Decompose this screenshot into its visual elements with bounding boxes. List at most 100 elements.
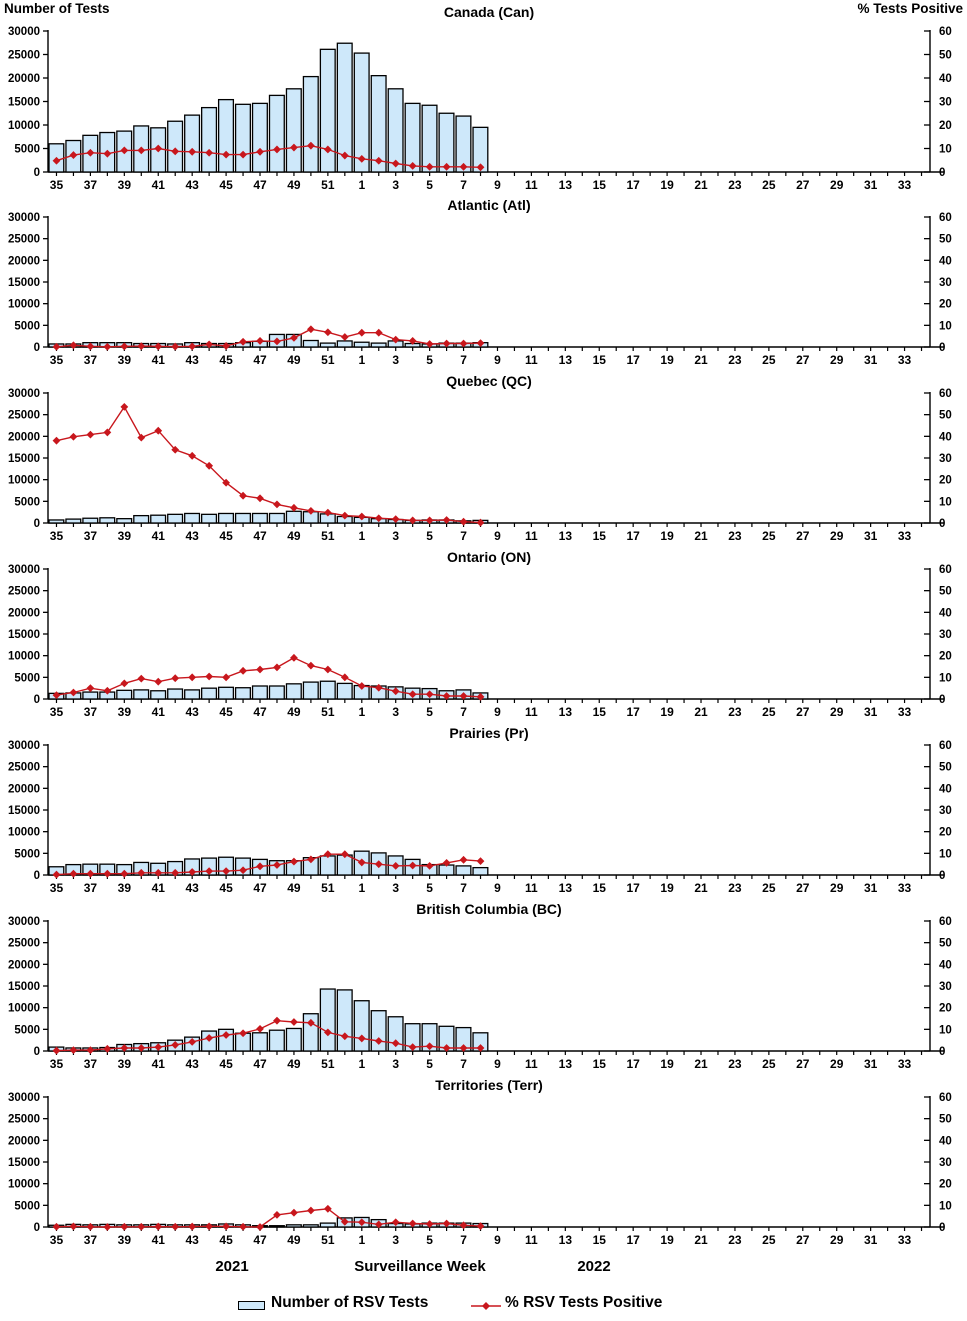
svg-text:30: 30 <box>939 277 952 289</box>
svg-text:60: 60 <box>939 26 952 38</box>
svg-text:47: 47 <box>253 178 267 192</box>
svg-text:5000: 5000 <box>14 672 40 684</box>
svg-text:49: 49 <box>287 529 301 543</box>
svg-text:10000: 10000 <box>8 1003 40 1015</box>
chart-panel-canada: Number of Tests % Tests Positive Canada (C… <box>4 1 963 192</box>
svg-text:5: 5 <box>426 705 433 719</box>
svg-text:39: 39 <box>118 705 132 719</box>
svg-text:20000: 20000 <box>8 73 40 85</box>
svg-text:39: 39 <box>118 1233 132 1247</box>
svg-text:30: 30 <box>939 97 952 109</box>
svg-text:17: 17 <box>626 178 640 192</box>
svg-text:7: 7 <box>460 881 467 895</box>
svg-text:41: 41 <box>152 1057 166 1071</box>
svg-text:9: 9 <box>494 353 501 367</box>
svg-text:13: 13 <box>559 529 573 543</box>
svg-text:23: 23 <box>728 178 742 192</box>
svg-text:50: 50 <box>939 1114 952 1126</box>
svg-text:25000: 25000 <box>8 50 40 62</box>
svg-text:20: 20 <box>939 120 952 132</box>
svg-text:37: 37 <box>84 881 98 895</box>
svg-text:31: 31 <box>864 705 878 719</box>
svg-text:11: 11 <box>525 705 538 719</box>
svg-text:3: 3 <box>392 705 399 719</box>
svg-text:25: 25 <box>762 1233 776 1247</box>
svg-text:51: 51 <box>321 705 335 719</box>
svg-text:50: 50 <box>939 762 952 774</box>
svg-text:British Columbia (BC): British Columbia (BC) <box>416 901 561 917</box>
svg-text:11: 11 <box>525 1057 538 1071</box>
svg-text:19: 19 <box>660 881 674 895</box>
svg-text:20: 20 <box>939 1003 952 1015</box>
svg-text:3: 3 <box>392 1233 399 1247</box>
svg-text:45: 45 <box>219 1057 233 1071</box>
svg-text:1: 1 <box>358 705 365 719</box>
chart-panel-prairies: Prairies (Pr)050001000015000200002500030… <box>8 725 952 895</box>
svg-text:0: 0 <box>34 518 40 530</box>
svg-text:60: 60 <box>939 564 952 576</box>
svg-text:33: 33 <box>898 881 912 895</box>
svg-text:10: 10 <box>939 672 952 684</box>
svg-text:15000: 15000 <box>8 277 40 289</box>
svg-text:49: 49 <box>287 1057 301 1071</box>
svg-text:10000: 10000 <box>8 1179 40 1191</box>
svg-text:37: 37 <box>84 353 98 367</box>
svg-text:13: 13 <box>559 705 573 719</box>
svg-text:7: 7 <box>460 1233 467 1247</box>
svg-text:37: 37 <box>84 1233 98 1247</box>
svg-text:43: 43 <box>185 353 199 367</box>
svg-text:9: 9 <box>494 1057 501 1071</box>
svg-text:25: 25 <box>762 881 776 895</box>
svg-text:27: 27 <box>796 1057 810 1071</box>
svg-text:30000: 30000 <box>8 564 40 576</box>
svg-text:37: 37 <box>84 178 98 192</box>
svg-text:20000: 20000 <box>8 783 40 795</box>
svg-text:40: 40 <box>939 255 952 267</box>
svg-text:19: 19 <box>660 529 674 543</box>
svg-text:0: 0 <box>939 1046 945 1058</box>
svg-text:0: 0 <box>34 167 40 179</box>
svg-text:7: 7 <box>460 353 467 367</box>
svg-text:20: 20 <box>939 651 952 663</box>
svg-text:9: 9 <box>494 705 501 719</box>
x-axis-title: Surveillance Week <box>354 1258 486 1275</box>
svg-text:17: 17 <box>626 1057 640 1071</box>
svg-text:47: 47 <box>253 881 267 895</box>
svg-text:43: 43 <box>185 178 199 192</box>
svg-text:1: 1 <box>358 178 365 192</box>
svg-text:% Tests Positive: % Tests Positive <box>857 1 963 16</box>
svg-text:10000: 10000 <box>8 299 40 311</box>
svg-text:21: 21 <box>694 353 708 367</box>
svg-text:41: 41 <box>152 881 166 895</box>
svg-text:33: 33 <box>898 353 912 367</box>
svg-text:1: 1 <box>358 529 365 543</box>
svg-text:49: 49 <box>287 178 301 192</box>
svg-text:29: 29 <box>830 881 844 895</box>
svg-text:27: 27 <box>796 705 810 719</box>
svg-text:51: 51 <box>321 178 335 192</box>
svg-text:47: 47 <box>253 1057 267 1071</box>
svg-text:21: 21 <box>694 1057 708 1071</box>
svg-text:3: 3 <box>392 529 399 543</box>
svg-text:5000: 5000 <box>14 848 40 860</box>
svg-text:20: 20 <box>939 475 952 487</box>
svg-text:19: 19 <box>660 1233 674 1247</box>
svg-text:49: 49 <box>287 1233 301 1247</box>
svg-text:10000: 10000 <box>8 651 40 663</box>
svg-text:20000: 20000 <box>8 1135 40 1147</box>
line-legend-marker-icon <box>471 1302 501 1310</box>
svg-text:39: 39 <box>118 178 132 192</box>
svg-text:1: 1 <box>358 1233 365 1247</box>
svg-text:10: 10 <box>939 1024 952 1036</box>
svg-text:39: 39 <box>118 1057 132 1071</box>
svg-text:35: 35 <box>50 1057 64 1071</box>
svg-text:0: 0 <box>34 342 40 354</box>
svg-text:20: 20 <box>939 299 952 311</box>
chart-footer: 2021 Surveillance Week 2022 Number of RS… <box>0 1252 967 1321</box>
svg-text:40: 40 <box>939 959 952 971</box>
svg-text:60: 60 <box>939 916 952 928</box>
svg-text:5: 5 <box>426 1057 433 1071</box>
svg-text:40: 40 <box>939 783 952 795</box>
svg-text:10000: 10000 <box>8 475 40 487</box>
svg-text:10: 10 <box>939 496 952 508</box>
